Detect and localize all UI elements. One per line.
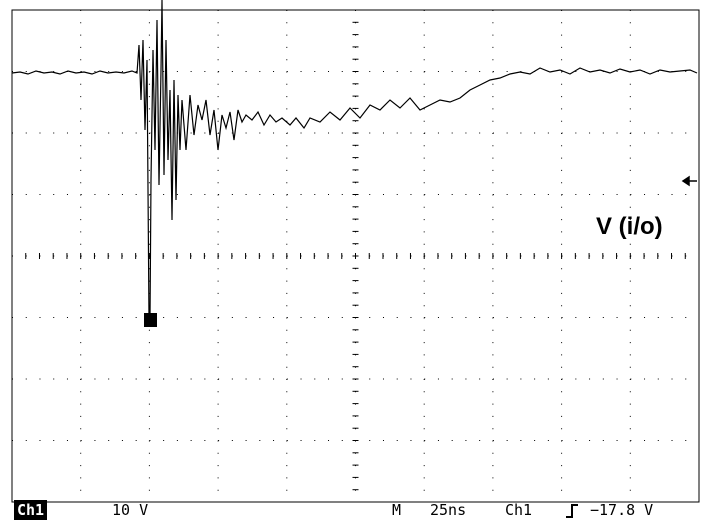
trigger-slope-icon (566, 504, 578, 518)
scale: 10 V (112, 501, 149, 519)
trigger-source: Ch1 (505, 501, 533, 519)
channel-badge: Ch1 (14, 500, 48, 520)
trigger-arrow (681, 175, 697, 187)
mode: M (392, 501, 402, 519)
ground-marker (144, 313, 157, 327)
waveform (11, 0, 698, 321)
timebase: 25ns (430, 501, 467, 519)
trigger-level: −17.8 V (590, 501, 654, 519)
trace-label: V (i/o) (596, 213, 663, 240)
